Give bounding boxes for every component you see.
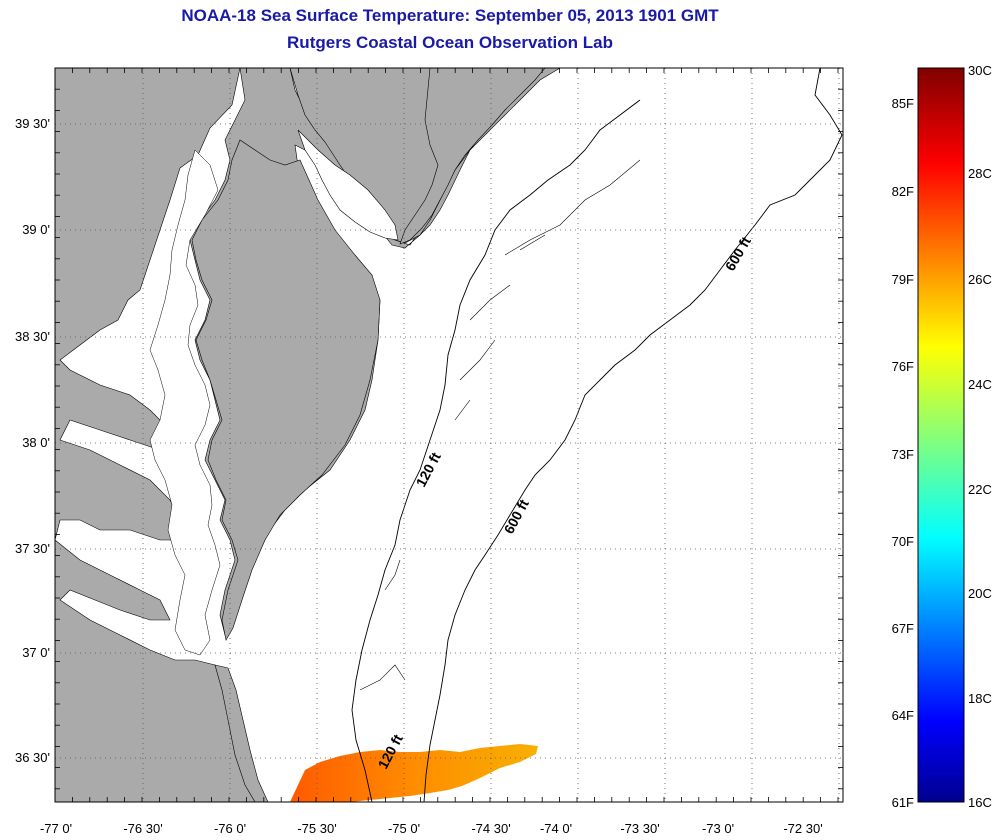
colorbar-celsius-labels: 30C 28C 26C 24C 22C 20C 18C 16C bbox=[968, 63, 992, 810]
lat-tick-label: 37 0' bbox=[22, 645, 50, 660]
land-delmarva-peninsula bbox=[191, 139, 381, 641]
colorbar-label-c: 18C bbox=[968, 691, 992, 706]
lat-tick-label: 39 0' bbox=[22, 222, 50, 237]
colorbar-label-c: 30C bbox=[968, 63, 992, 78]
lon-tick-label: -74 30' bbox=[471, 821, 510, 836]
chesapeake-bay bbox=[149, 149, 221, 656]
lat-tick-labels: 39 30' 39 0' 38 30' 38 0' 37 30' 37 0' 3… bbox=[15, 116, 50, 765]
lat-tick-label: 39 30' bbox=[15, 116, 50, 131]
lon-tick-labels: -77 0' -76 30' -76 0' -75 30' -75 0' -74… bbox=[40, 821, 823, 836]
isobath-600ft bbox=[423, 68, 843, 802]
map-minor-ticks bbox=[54, 67, 843, 802]
colorbar-label-f: 64F bbox=[892, 708, 914, 723]
map-title: NOAA-18 Sea Surface Temperature: Septemb… bbox=[181, 6, 719, 25]
colorbar-label-f: 61F bbox=[892, 795, 914, 810]
lat-tick-label: 38 0' bbox=[22, 435, 50, 450]
colorbar-label-f: 79F bbox=[892, 272, 914, 287]
lon-tick-label: -77 0' bbox=[40, 821, 72, 836]
lat-tick-label: 37 30' bbox=[15, 541, 50, 556]
colorbar-label-c: 22C bbox=[968, 482, 992, 497]
isobath-120ft bbox=[351, 99, 641, 802]
colorbar-label-f: 67F bbox=[892, 621, 914, 636]
lon-tick-label: -73 30' bbox=[620, 821, 659, 836]
delaware-bay bbox=[297, 129, 399, 241]
colorbar-label-f: 85F bbox=[892, 96, 914, 111]
lon-tick-label: -74 0' bbox=[540, 821, 572, 836]
land-new-jersey bbox=[399, 68, 546, 245]
lon-tick-label: -75 30' bbox=[297, 821, 336, 836]
colorbar-label-c: 24C bbox=[968, 377, 992, 392]
map-frame bbox=[54, 67, 844, 803]
colorbar-label-f: 73F bbox=[892, 447, 914, 462]
colorbar-label-f: 76F bbox=[892, 359, 914, 374]
colorbar-label-c: 28C bbox=[968, 166, 992, 181]
lat-tick-label: 38 30' bbox=[15, 329, 50, 344]
lon-tick-label: -73 0' bbox=[702, 821, 734, 836]
lon-tick-label: -72 30' bbox=[783, 821, 822, 836]
map-subtitle: Rutgers Coastal Ocean Observation Lab bbox=[287, 33, 613, 52]
lon-tick-label: -75 0' bbox=[388, 821, 420, 836]
colorbar-label-c: 20C bbox=[968, 586, 992, 601]
colorbar-label-c: 26C bbox=[968, 272, 992, 287]
lon-tick-label: -76 0' bbox=[214, 821, 246, 836]
lon-tick-label: -76 30' bbox=[123, 821, 162, 836]
colorbar-label-f: 70F bbox=[892, 534, 914, 549]
isobath-shoals bbox=[359, 159, 641, 691]
sst-warm-patch bbox=[290, 744, 538, 802]
colorbar-label-c: 16C bbox=[968, 795, 992, 810]
colorbar-label-f: 82F bbox=[892, 184, 914, 199]
colorbar bbox=[917, 67, 965, 803]
land-nc-coast bbox=[214, 664, 269, 802]
lat-tick-label: 36 30' bbox=[15, 750, 50, 765]
colorbar-fahrenheit-labels: 85F 82F 79F 76F 73F 70F 67F 64F 61F bbox=[892, 96, 914, 810]
